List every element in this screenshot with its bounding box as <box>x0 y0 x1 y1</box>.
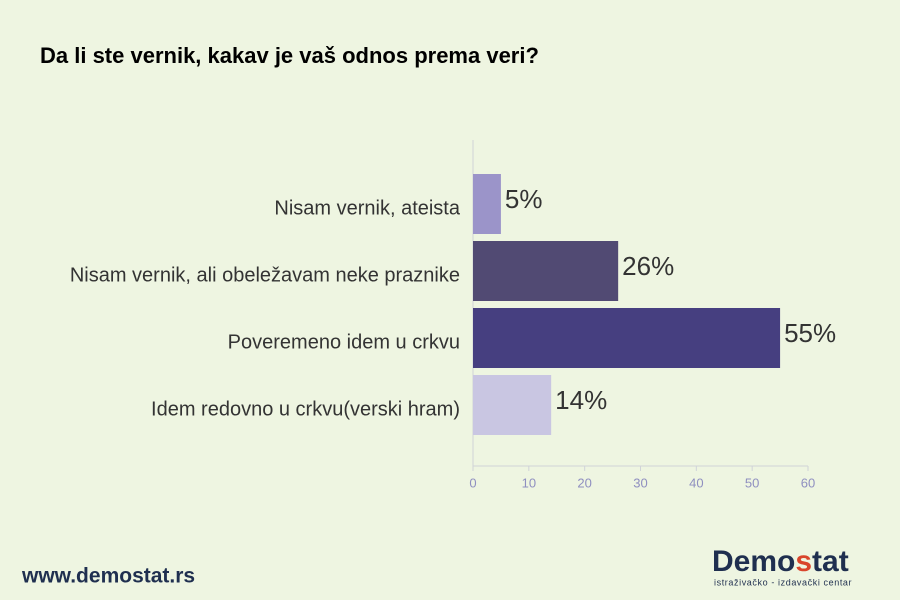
value-label: 5% <box>505 184 543 214</box>
bar <box>473 308 781 368</box>
bar <box>473 241 619 301</box>
x-tick-label: 30 <box>633 475 647 490</box>
x-tick-label: 50 <box>745 475 759 490</box>
website: www.demostat.rs <box>21 565 195 588</box>
value-label: 14% <box>555 385 607 415</box>
logo-part: Demo <box>712 545 795 578</box>
category-label: Idem redovno u crkvu(verski hram) <box>151 398 460 420</box>
x-tick-label: 10 <box>522 475 536 490</box>
x-tick-label: 60 <box>801 475 815 490</box>
chart-title: Da li ste vernik, kakav je vaš odnos pre… <box>40 43 539 68</box>
logo-tagline: istraživačko - izdavački centar <box>714 577 852 587</box>
category-label: Nisam vernik, ali obeležavam neke prazni… <box>70 264 460 286</box>
category-label: Poveremeno idem u crkvu <box>228 331 460 353</box>
logo-part: tat <box>812 545 849 578</box>
x-tick-label: 20 <box>577 475 591 490</box>
x-tick-label: 0 <box>469 475 476 490</box>
value-label: 55% <box>784 318 836 348</box>
logo-part: s <box>795 545 812 578</box>
x-tick-label: 40 <box>689 475 703 490</box>
bar <box>473 375 552 435</box>
logo: Demostat <box>712 545 849 578</box>
bar <box>473 174 501 234</box>
value-label: 26% <box>622 251 674 281</box>
category-label: Nisam vernik, ateista <box>274 197 460 219</box>
